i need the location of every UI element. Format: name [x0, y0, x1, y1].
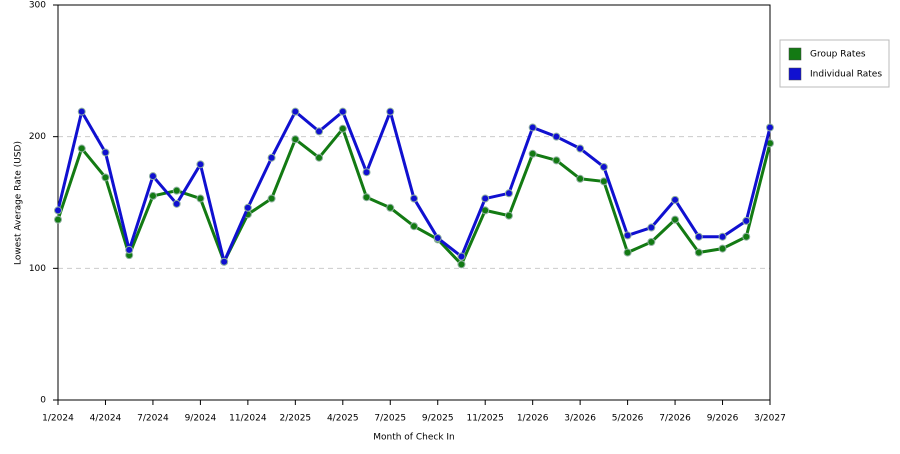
x-tick-label: 9/2026 [707, 414, 739, 424]
data-point [718, 232, 727, 241]
data-point [576, 144, 585, 153]
data-point [623, 231, 632, 240]
data-point [647, 223, 656, 232]
x-tick-label: 9/2025 [422, 414, 454, 424]
data-point [386, 203, 395, 212]
data-point [386, 107, 395, 116]
data-point [481, 194, 490, 203]
data-point [220, 257, 229, 266]
plot-frame [57, 4, 771, 401]
data-point [267, 194, 276, 203]
legend-swatch [788, 67, 802, 81]
data-point [291, 135, 300, 144]
data-point [196, 194, 205, 203]
data-point [671, 195, 680, 204]
x-tick-label: 7/2025 [374, 414, 406, 424]
x-tick-label: 3/2027 [754, 414, 786, 424]
data-point [694, 248, 703, 257]
data-point [742, 232, 751, 241]
x-tick-label: 4/2025 [327, 414, 359, 424]
data-point [148, 172, 157, 181]
x-tick-label: 7/2024 [137, 414, 169, 424]
x-tick-label: 3/2026 [564, 414, 596, 424]
data-point [77, 144, 86, 153]
data-point [291, 107, 300, 116]
data-point [457, 252, 466, 261]
data-point [599, 162, 608, 171]
x-tick-label: 5/2026 [612, 414, 644, 424]
data-point [647, 238, 656, 246]
data-point [54, 215, 62, 224]
y-tick-label: 200 [29, 132, 46, 142]
data-point [362, 168, 371, 177]
data-point [410, 194, 418, 203]
data-point [172, 199, 181, 208]
data-point [694, 232, 703, 241]
data-point [125, 245, 134, 254]
data-point [338, 107, 347, 116]
data-point [457, 260, 466, 269]
data-point [101, 173, 110, 182]
data-point [77, 107, 86, 116]
x-tick-label: 4/2024 [90, 414, 122, 424]
data-point [528, 149, 537, 158]
data-point [315, 127, 324, 136]
data-point [671, 215, 680, 224]
y-axis-label: Lowest Average Rate (USD) [14, 141, 24, 265]
data-point [433, 234, 442, 243]
data-point [504, 211, 513, 220]
data-point [196, 160, 205, 169]
x-axis-label: Month of Check In [373, 433, 455, 443]
data-point [362, 193, 371, 202]
legend-swatch [788, 47, 802, 61]
data-point [576, 174, 585, 183]
data-point [552, 132, 561, 141]
x-tick-label: 11/2024 [229, 414, 267, 424]
y-tick-label: 0 [40, 396, 46, 406]
x-tick-label: 9/2024 [185, 414, 217, 424]
data-point [528, 123, 537, 132]
data-point [718, 244, 727, 253]
data-point [504, 189, 513, 198]
data-point [552, 156, 561, 165]
legend-label: Individual Rates [810, 70, 882, 80]
data-point [101, 148, 110, 157]
data-point [742, 216, 751, 225]
legend-label: Group Rates [810, 50, 866, 60]
data-point [148, 191, 157, 200]
data-point [172, 186, 181, 195]
x-tick-label: 7/2026 [659, 414, 691, 424]
x-tick-label: 1/2024 [42, 414, 74, 424]
x-tick-label: 11/2025 [467, 414, 504, 424]
data-point [766, 123, 774, 132]
data-point [599, 177, 608, 186]
data-point [410, 222, 418, 231]
y-tick-label: 100 [29, 264, 46, 274]
data-point [267, 153, 276, 162]
data-point [243, 203, 252, 212]
x-tick-label: 1/2026 [517, 414, 549, 424]
y-tick-label: 300 [29, 1, 46, 11]
data-point [54, 206, 62, 215]
data-point [623, 248, 632, 257]
data-point [315, 153, 324, 162]
data-point [338, 124, 347, 133]
x-tick-label: 2/2025 [279, 414, 311, 424]
